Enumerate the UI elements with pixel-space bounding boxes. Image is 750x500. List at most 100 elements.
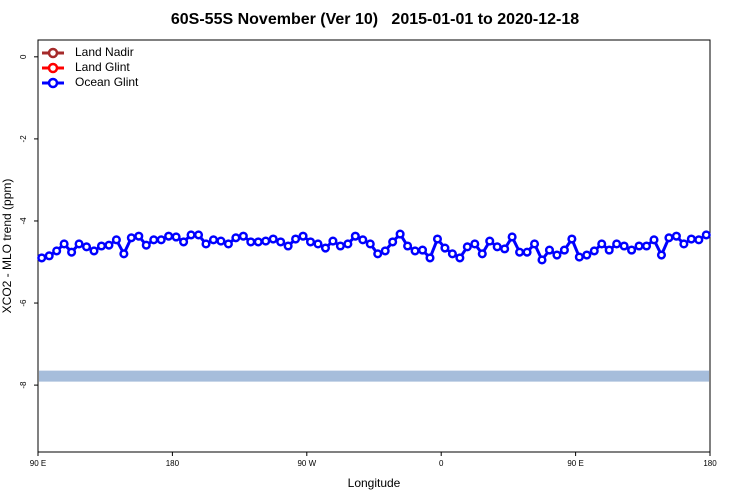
data-point [694,235,704,245]
data-point [67,247,77,257]
data-point [134,231,144,241]
data-point [485,236,495,246]
data-point [44,251,54,261]
data-point [59,239,69,249]
data-point [365,239,375,249]
y-tick-label: -2 [19,135,28,143]
data-point [552,250,562,260]
data-point [559,245,569,255]
data-point [149,235,159,245]
data-point [522,247,532,257]
data-point [582,250,592,260]
data-point [208,235,219,245]
y-axis-label: XCO2 - MLO trend (ppm) [0,179,14,314]
data-point [470,239,480,249]
data-point [529,239,540,249]
data-point [440,243,450,253]
data-point [81,242,92,252]
data-point [671,231,681,241]
data-point [425,253,435,263]
legend-label: Ocean Glint [75,75,139,89]
data-point [328,236,338,246]
data-point [627,245,637,255]
data-point [335,241,345,251]
y-tick-label: -6 [19,299,28,307]
data-point [664,233,674,243]
data-point [373,249,383,259]
y-tick-label: 0 [19,54,28,59]
data-point [634,241,644,251]
data-point [171,232,181,242]
legend-marker [47,47,59,59]
data-point [350,231,360,241]
data-point [126,233,136,243]
x-tick-label: 0 [439,459,444,468]
data-point [612,239,622,249]
data-point [104,240,114,250]
legend-marker [47,62,59,74]
chart-title: 60S-55S November (Ver 10) 2015-01-01 to … [171,11,579,28]
data-point [395,229,405,239]
data-point [111,235,121,245]
data-point [574,252,584,262]
data-point [589,246,599,256]
data-point [141,240,151,250]
data-point [96,241,107,251]
x-tick-label: 90 E [567,459,583,468]
data-point [201,239,211,249]
data-point [119,249,129,259]
data-point [500,244,510,254]
data-point [291,234,301,244]
data-point [641,241,652,251]
x-axis-label: Longitude [348,476,401,490]
data-point [477,249,487,259]
plot-frame [37,39,711,453]
data-point [447,249,457,259]
data-point [432,234,443,244]
data-point [320,243,331,253]
data-point [358,235,368,245]
data-point [619,241,629,251]
data-point [74,239,84,249]
data-point [156,235,166,245]
data-point [276,237,286,247]
data-point [388,237,398,247]
data-point [313,239,323,249]
y-tick-label: -8 [19,381,28,389]
data-point [455,253,465,263]
data-point [193,230,204,240]
data-point [164,231,174,241]
data-point [604,245,614,255]
data-point [507,232,517,242]
legend-label: Land Nadir [75,45,134,59]
data-point [253,237,263,247]
data-point [701,230,711,240]
data-point [544,245,555,255]
data-point [462,242,472,252]
data-point [283,241,293,251]
data-point [52,246,62,256]
y-tick-label: -4 [19,217,28,225]
data-point [492,242,502,252]
legend-label: Land Glint [75,60,130,74]
data-point [231,233,241,243]
data-point [686,234,696,244]
data-point [238,231,248,241]
data-point [537,255,547,265]
data-point [186,230,196,240]
x-tick-label: 90 E [30,459,46,468]
legend-marker [47,77,59,89]
data-point [261,236,271,246]
data-point [679,239,689,249]
data-point [380,246,390,256]
x-tick-label: 180 [703,459,717,468]
data-point [89,246,99,256]
data-point [179,237,189,247]
data-point [343,239,353,249]
data-point [298,231,308,241]
data-point [649,235,659,245]
data-point [417,245,428,255]
data-point [515,247,525,257]
data-point [268,234,278,244]
data-point [597,239,607,249]
